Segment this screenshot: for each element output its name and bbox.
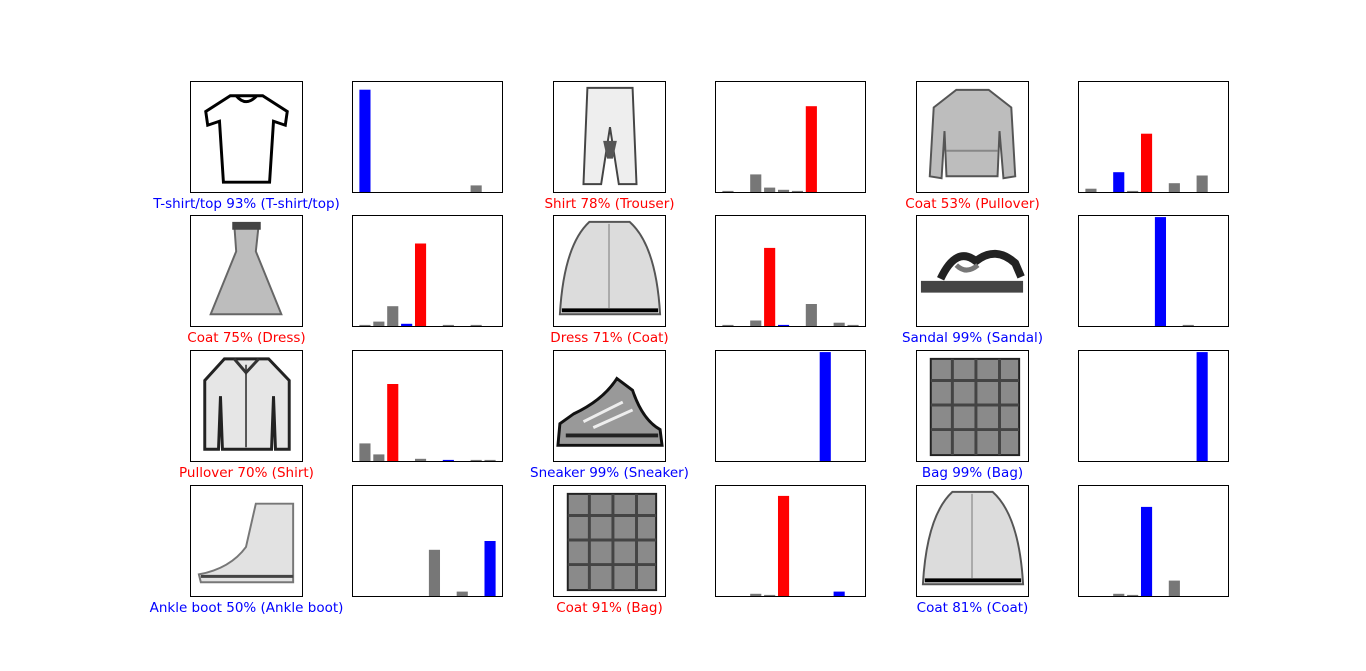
sample-image (916, 215, 1029, 327)
bag-icon (566, 492, 658, 592)
probability-bar (456, 591, 468, 596)
probability-bar (442, 459, 454, 461)
probability-bar-chart (352, 350, 503, 462)
probability-bar-chart (1078, 350, 1229, 462)
probability-bar (805, 304, 817, 326)
probability-bar (1196, 352, 1208, 461)
prediction-caption: Coat 75% (Dress) (187, 330, 306, 346)
probability-bar (833, 322, 845, 326)
probability-bar-chart (352, 485, 503, 597)
bag-icon (929, 357, 1021, 457)
probability-bar (791, 190, 804, 192)
prediction-caption: Pullover 70% (Shirt) (179, 465, 314, 481)
probability-bar (1085, 188, 1097, 192)
probability-bar (1140, 506, 1153, 596)
sample-image (916, 81, 1029, 193)
trouser-icon (582, 86, 638, 186)
probability-bar (777, 495, 790, 596)
probability-bar (442, 324, 454, 326)
sample-image (190, 81, 303, 193)
dress-icon (209, 221, 283, 316)
probability-bar (401, 323, 413, 326)
prediction-caption: Coat 91% (Bag) (556, 600, 663, 616)
prediction-caption: Bag 99% (Bag) (921, 465, 1024, 481)
coat-icon (558, 220, 662, 316)
probability-bar (833, 591, 845, 596)
pullover-icon (928, 88, 1017, 180)
probability-bar (1113, 593, 1125, 596)
probability-bar-chart (715, 81, 866, 193)
prediction-caption: Ankle boot 50% (Ankle boot) (149, 600, 344, 616)
sample-image (190, 215, 303, 327)
tshirt-icon (204, 94, 289, 184)
probability-bar (1182, 324, 1194, 326)
sample-image (553, 81, 666, 193)
probability-bar (387, 384, 399, 461)
probability-bar (428, 549, 441, 596)
sample-image (553, 350, 666, 462)
probability-bar-chart (715, 215, 866, 327)
probability-bar (1140, 133, 1153, 192)
probability-bar-chart (715, 485, 866, 597)
probability-bar (750, 320, 762, 326)
prediction-caption: Coat 81% (Coat) (916, 600, 1029, 616)
sample-image (916, 485, 1029, 597)
probability-bar (1168, 580, 1180, 596)
probability-bar (359, 324, 371, 326)
prediction-caption: Dress 71% (Coat) (550, 330, 669, 346)
probability-bar (1127, 594, 1139, 596)
probability-bar (1154, 217, 1167, 326)
probability-bar (484, 541, 496, 596)
probability-bar (750, 593, 762, 596)
ankle-boot-icon (197, 502, 295, 584)
probability-bar (1168, 183, 1180, 192)
sandal-icon (920, 249, 1025, 293)
probability-bar (764, 247, 776, 326)
probability-bar (722, 190, 734, 192)
prediction-caption: T-shirt/top 93% (T-shirt/top) (153, 196, 340, 212)
probability-bar (359, 443, 371, 461)
prediction-caption: Sneaker 99% (Sneaker) (530, 465, 689, 481)
probability-bar (1127, 190, 1139, 192)
sample-image (553, 485, 666, 597)
shirt-icon (203, 357, 291, 451)
probability-bar (764, 594, 776, 596)
probability-bar (359, 89, 371, 192)
probability-bar (470, 185, 482, 192)
probability-bar (847, 324, 859, 326)
probability-bar (373, 454, 385, 461)
probability-bar-chart (1078, 215, 1229, 327)
probability-bar (722, 324, 734, 326)
prediction-caption: Shirt 78% (Trouser) (544, 196, 675, 212)
sneaker-icon (556, 376, 664, 447)
probability-bar (777, 324, 790, 326)
probability-bar (1113, 172, 1125, 192)
probability-bar (470, 324, 482, 326)
probability-bar (764, 187, 776, 192)
probability-bar (1196, 175, 1208, 192)
probability-bar-chart (1078, 485, 1229, 597)
prediction-caption: Coat 53% (Pullover) (905, 196, 1040, 212)
probability-bar (484, 459, 496, 461)
probability-bar (819, 352, 831, 461)
probability-bar (750, 174, 762, 192)
probability-bar-chart (352, 215, 503, 327)
sample-image (553, 215, 666, 327)
probability-bar (777, 189, 790, 192)
coat-icon (921, 490, 1025, 586)
probability-bar (414, 458, 427, 461)
probability-bar-chart (715, 350, 866, 462)
probability-bar-chart (352, 81, 503, 193)
probability-bar (414, 243, 427, 326)
probability-bar (387, 306, 399, 326)
probability-bar (470, 459, 482, 461)
prediction-caption: Sandal 99% (Sandal) (901, 330, 1044, 346)
sample-image (190, 485, 303, 597)
sample-image (190, 350, 303, 462)
probability-bar-chart (1078, 81, 1229, 193)
probability-bar (805, 106, 817, 192)
probability-bar (373, 321, 385, 326)
sample-image (916, 350, 1029, 462)
